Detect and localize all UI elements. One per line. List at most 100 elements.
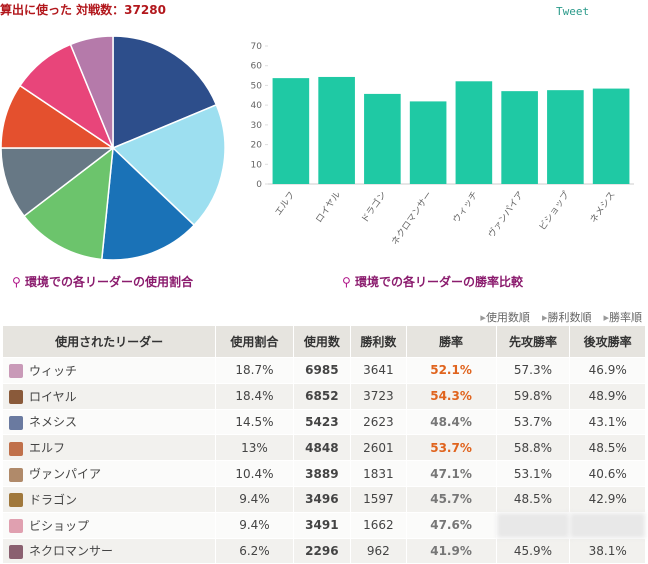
cell-text: 43.1% (588, 414, 627, 429)
pie-slice (111, 103, 226, 227)
cell-text: 3491 (305, 518, 339, 533)
table-cell: 54.3% (405, 382, 497, 410)
x-tick-label: ネメシス (588, 189, 618, 225)
table-row: ネクロマンサー 6.2% 2296 962 41.9% 45.9% 38.1% (1, 537, 646, 564)
x-tick-label: エルフ (274, 190, 298, 218)
cell-text: 18.7% (235, 363, 274, 378)
table-row: ビショップ 9.4% 3491 1662 47.6% (1, 511, 646, 539)
pie-slice (69, 35, 114, 149)
cell-text: 46.9% (588, 363, 627, 378)
cell-text: 6.2% (239, 543, 270, 558)
table-cell: ヴァンパイア (1, 460, 217, 487)
table-cell: ドラゴン (1, 485, 217, 513)
x-tick-label: ウィッチ (451, 189, 481, 225)
table-row: ウィッチ 18.7% 6985 3641 52.1% 57.3% 46.9% (1, 357, 646, 384)
table-cell: ビショップ (1, 511, 217, 539)
cell-text: 3496 (305, 492, 339, 507)
bar (364, 93, 401, 184)
charts: 0 10 20 30 40 50 60 70 エルフ ロイヤル ドラゴン ネクロマンサー ウィッチ ヴァン… (0, 35, 634, 261)
table-cell: 57.3% (495, 357, 571, 384)
table-cell: 47.1% (405, 460, 497, 487)
sort-link[interactable]: ▸使用数順 (480, 311, 530, 324)
y-tick-label: 70 (251, 42, 263, 52)
y-tick-label: 20 (251, 141, 263, 151)
table-cell: 6985 (292, 357, 352, 384)
sort-text[interactable]: 使用数順 (485, 311, 530, 324)
table-cell: 1831 (350, 460, 407, 487)
cell-text: エルフ (29, 441, 66, 456)
cell-text: 1662 (363, 518, 394, 533)
cell-text: 41.9% (430, 543, 472, 558)
table-cell: 3641 (350, 357, 407, 384)
y-tick-label: 10 (251, 160, 263, 170)
table-cell: 18.7% (215, 357, 294, 384)
cell-text: 53.7% (430, 440, 472, 455)
y-tick-label: 0 (256, 180, 262, 190)
cell-text: ヴァンパイア (29, 467, 102, 482)
table-cell: 3496 (292, 485, 352, 513)
bar (318, 76, 355, 184)
cell-text: 48.5% (588, 440, 627, 455)
cell-text: ウィッチ (29, 363, 78, 378)
leader-table: 使用されたリーダー 使用割合 使用数 勝利数 勝率 先攻勝率 後攻勝率 ウィッチ 18.7% 69… (1, 325, 646, 564)
tweet-link[interactable]: Tweet (556, 5, 590, 18)
table-cell: 45.9% (495, 537, 571, 564)
cell-text: 52.1% (430, 363, 472, 378)
table-cell: 52.1% (405, 357, 497, 384)
table-cell: 58.8% (495, 434, 571, 462)
header-cell: 勝利数 (350, 325, 407, 358)
leader-icon (9, 364, 23, 379)
table-cell: エルフ (1, 434, 217, 462)
sort-link[interactable]: ▸勝率順 (603, 311, 642, 324)
cell-text: ネメシス (29, 415, 78, 430)
bar (547, 90, 584, 184)
table-cell: 2623 (350, 408, 407, 436)
cell-text: 2601 (363, 440, 394, 455)
leader-icon (9, 519, 23, 534)
leader-icon (9, 544, 23, 559)
sort-links: ▸使用数順 ▸勝利数順 ▸勝率順 (468, 306, 642, 325)
sort-text[interactable]: 勝利数順 (547, 311, 592, 324)
table-cell: 6852 (292, 382, 352, 410)
sort-text[interactable]: 勝率順 (609, 311, 642, 324)
caption-text: 環境での各リーダーの勝率比較 (354, 275, 523, 289)
x-tick-label: ビショップ (537, 189, 572, 232)
cell-text: 53.7% (513, 414, 552, 429)
pie-slice (0, 147, 116, 218)
bar (409, 101, 447, 184)
table-cell: 38.1% (569, 537, 646, 564)
cell-text: 1831 (363, 466, 394, 481)
pie-caption: ⚲ 環境での各リーダーの使用割合 (12, 275, 193, 289)
bar (455, 81, 493, 184)
table-cell: 59.8% (495, 382, 571, 410)
pie-slice (23, 146, 114, 261)
table-row: ネメシス 14.5% 5423 2623 48.4% 53.7% 43.1% (1, 408, 646, 436)
table-cell: 962 (350, 537, 407, 564)
cell-text: 59.8% (513, 389, 552, 404)
table-cell: 2296 (292, 537, 352, 564)
cell-text: 3889 (305, 466, 339, 481)
header-cell: 使用されたリーダー (1, 325, 217, 358)
cell-text: 53.1% (513, 466, 552, 481)
cell-text: 38.1% (588, 543, 627, 558)
bar (592, 88, 630, 184)
table-row: ロイヤル 18.4% 6852 3723 54.3% 59.8% 48.9% (1, 382, 646, 410)
pie-slice (100, 146, 196, 261)
cell-text: ロイヤル (29, 389, 77, 404)
table-cell: 42.9% (569, 485, 646, 513)
cell-text: 58.8% (513, 440, 552, 455)
table-row: ヴァンパイア 10.4% 3889 1831 47.1% 53.1% 40.6% (1, 460, 646, 487)
leader-icon (9, 415, 23, 430)
x-tick-label: ロイヤル (314, 190, 343, 225)
table-cell: 5423 (292, 408, 352, 436)
table-cell: 41.9% (405, 537, 497, 564)
sort-link[interactable]: ▸勝利数順 (541, 311, 592, 324)
header-cell: 先攻勝率 (495, 325, 571, 358)
table-cell: 2601 (350, 434, 407, 462)
cell-text: 9.4% (239, 518, 270, 533)
cell-text: 2296 (305, 543, 339, 558)
table-cell: 14.5% (215, 408, 294, 436)
header-cell: 後攻勝率 (569, 325, 646, 358)
y-tick-label: 40 (251, 101, 263, 111)
cell-text: 47.6% (430, 518, 472, 533)
